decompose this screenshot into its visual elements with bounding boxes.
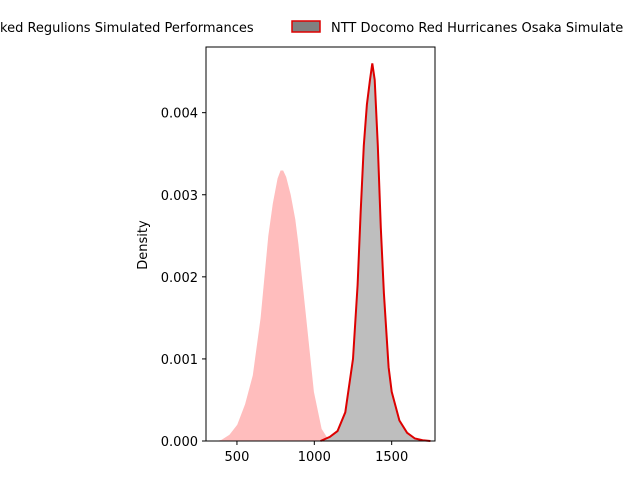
y-tick-label: 0.003 (161, 189, 198, 204)
y-tick-label: 0.004 (161, 107, 198, 122)
y-tick-label: 0.000 (161, 435, 198, 450)
y-axis: 0.000 0.001 0.002 0.003 0.004 (161, 107, 206, 450)
x-tick-label: 500 (225, 450, 250, 465)
x-axis: 500 1000 1500 (225, 441, 408, 465)
x-tick-label: 1000 (298, 450, 331, 465)
plot-area (215, 63, 431, 442)
density-line-series-2 (320, 63, 431, 442)
plot-frame (205, 46, 436, 442)
legend-label-series-1: ked Regulions Simulated Performances (0, 21, 254, 36)
legend-swatch-series-2 (291, 20, 321, 33)
density-area-series-1 (215, 170, 330, 441)
y-tick-label: 0.002 (161, 271, 198, 286)
y-axis-label: Density (136, 220, 151, 270)
x-tick-label: 1500 (375, 450, 408, 465)
y-tick-label: 0.001 (161, 353, 198, 368)
density-area-series-2 (320, 63, 431, 442)
legend-label-series-2: NTT Docomo Red Hurricanes Osaka Simulate (331, 21, 623, 36)
density-line-series-1 (215, 169, 331, 442)
legend: ked Regulions Simulated Performances NTT… (0, 20, 623, 36)
